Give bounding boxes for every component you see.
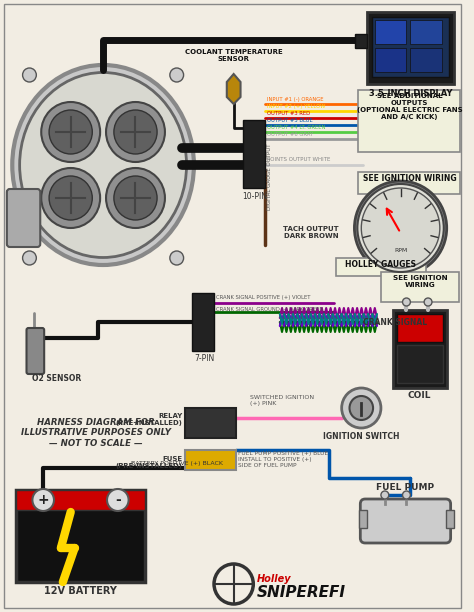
Bar xyxy=(381,272,459,302)
Text: INPUT #1 (-) ORANGE: INPUT #1 (-) ORANGE xyxy=(267,97,324,102)
Text: COIL: COIL xyxy=(408,391,431,400)
Circle shape xyxy=(49,176,92,220)
Bar xyxy=(184,450,236,470)
Circle shape xyxy=(357,184,444,272)
Circle shape xyxy=(41,168,100,228)
Text: -: - xyxy=(115,493,121,507)
Circle shape xyxy=(114,176,157,220)
Circle shape xyxy=(381,491,389,499)
Text: IGNITION SWITCH: IGNITION SWITCH xyxy=(323,432,400,441)
Circle shape xyxy=(342,388,381,428)
Text: FUEL PUMP POSITIVE (+) BLUE
INSTALL TO POSITIVE (+)
SIDE OF FUEL PUMP: FUEL PUMP POSITIVE (+) BLUE INSTALL TO P… xyxy=(237,451,328,468)
Circle shape xyxy=(361,188,440,268)
Circle shape xyxy=(107,489,128,511)
Bar xyxy=(358,172,460,194)
Text: HOLLEY GAUGES: HOLLEY GAUGES xyxy=(346,260,417,269)
Text: OUTPUT #4 LT. GREEN: OUTPUT #4 LT. GREEN xyxy=(267,125,326,130)
Text: CRANK SIGNAL GROUND (-) DARK GREEN: CRANK SIGNAL GROUND (-) DARK GREEN xyxy=(216,307,323,312)
Circle shape xyxy=(23,251,36,265)
Bar xyxy=(397,345,443,383)
Text: 7-PIN: 7-PIN xyxy=(194,354,215,363)
Text: Holley: Holley xyxy=(257,574,292,584)
Text: 10-PIN: 10-PIN xyxy=(242,192,267,201)
Text: SEE IGNITION WIRING: SEE IGNITION WIRING xyxy=(363,174,456,183)
Text: BATTERY POSITIVE (+) BLACK: BATTERY POSITIVE (+) BLACK xyxy=(131,461,223,466)
Circle shape xyxy=(23,68,36,82)
Text: COOLANT TEMPERATURE
SENSOR: COOLANT TEMPERATURE SENSOR xyxy=(185,49,283,62)
Bar xyxy=(356,34,367,48)
Bar xyxy=(192,293,214,351)
Ellipse shape xyxy=(19,72,187,258)
Circle shape xyxy=(402,298,410,306)
Circle shape xyxy=(349,396,373,420)
Bar xyxy=(367,12,454,84)
Text: O2 SENSOR: O2 SENSOR xyxy=(32,374,82,383)
Circle shape xyxy=(170,68,183,82)
Circle shape xyxy=(49,110,92,154)
Bar xyxy=(184,408,236,438)
Bar xyxy=(16,490,146,510)
Circle shape xyxy=(170,251,183,265)
Circle shape xyxy=(114,110,157,154)
Text: SEE ADDITIONAL
OUTPUTS
(OPTIONAL ELECTRIC FANS
AND A/C KICK): SEE ADDITIONAL OUTPUTS (OPTIONAL ELECTRI… xyxy=(356,93,462,120)
Circle shape xyxy=(424,298,432,306)
FancyBboxPatch shape xyxy=(7,189,40,247)
Text: 12V BATTERY: 12V BATTERY xyxy=(44,586,117,596)
Text: OUTPUT #5 BLUE: OUTPUT #5 BLUE xyxy=(267,118,313,123)
Bar xyxy=(446,510,454,528)
Ellipse shape xyxy=(12,65,194,265)
Text: OUTPUT #3 RED: OUTPUT #3 RED xyxy=(267,111,310,116)
Circle shape xyxy=(106,102,165,162)
Text: RPM: RPM xyxy=(394,248,407,253)
Bar xyxy=(397,314,443,342)
Circle shape xyxy=(32,489,54,511)
Bar xyxy=(410,20,442,44)
Bar xyxy=(372,17,449,77)
Circle shape xyxy=(41,102,100,162)
Text: DIGITAL GAUGE OUTPUT: DIGITAL GAUGE OUTPUT xyxy=(266,143,272,210)
Bar xyxy=(410,48,442,72)
Bar xyxy=(244,120,265,188)
Text: RELAY
(PRE-INSTALLED): RELAY (PRE-INSTALLED) xyxy=(116,413,182,426)
Circle shape xyxy=(106,168,165,228)
Bar xyxy=(375,48,407,72)
Polygon shape xyxy=(227,74,240,104)
Text: CRANK SIGNAL POSITIVE (+) VIOLET: CRANK SIGNAL POSITIVE (+) VIOLET xyxy=(216,295,310,300)
FancyBboxPatch shape xyxy=(360,499,451,543)
Text: INPUT #2 (+) YELLOW: INPUT #2 (+) YELLOW xyxy=(267,104,326,109)
Bar xyxy=(393,310,447,388)
Bar xyxy=(16,490,146,582)
Text: POINTS OUTPUT WHITE: POINTS OUTPUT WHITE xyxy=(267,157,330,162)
Text: +: + xyxy=(37,493,49,507)
Text: SNIPEREFI: SNIPEREFI xyxy=(257,585,346,600)
Text: TACH OUTPUT
DARK BROWN: TACH OUTPUT DARK BROWN xyxy=(283,225,339,239)
Text: OUTPUT #6 GRAY: OUTPUT #6 GRAY xyxy=(267,132,313,137)
Circle shape xyxy=(355,181,447,275)
FancyBboxPatch shape xyxy=(27,328,44,374)
Text: FUEL PUMP: FUEL PUMP xyxy=(376,483,435,492)
Bar xyxy=(358,90,460,152)
Text: CRANK SIGNAL: CRANK SIGNAL xyxy=(363,318,428,326)
Text: FUSE
(PRE-INSTALLED): FUSE (PRE-INSTALLED) xyxy=(116,456,182,469)
Text: 3.5-INCH DISPLAY: 3.5-INCH DISPLAY xyxy=(369,89,452,98)
Text: HARNESS DIAGRAM FOR
ILLUSTRATIVE PURPOSES ONLY
— NOT TO SCALE —: HARNESS DIAGRAM FOR ILLUSTRATIVE PURPOSE… xyxy=(21,418,171,448)
Bar xyxy=(375,20,407,44)
Bar xyxy=(336,258,426,276)
Bar xyxy=(359,510,367,528)
Text: SEE IGNITION
WIRING: SEE IGNITION WIRING xyxy=(393,275,447,288)
Circle shape xyxy=(402,491,410,499)
Text: SWITCHED IGNITION
(+) PINK: SWITCHED IGNITION (+) PINK xyxy=(250,395,314,406)
